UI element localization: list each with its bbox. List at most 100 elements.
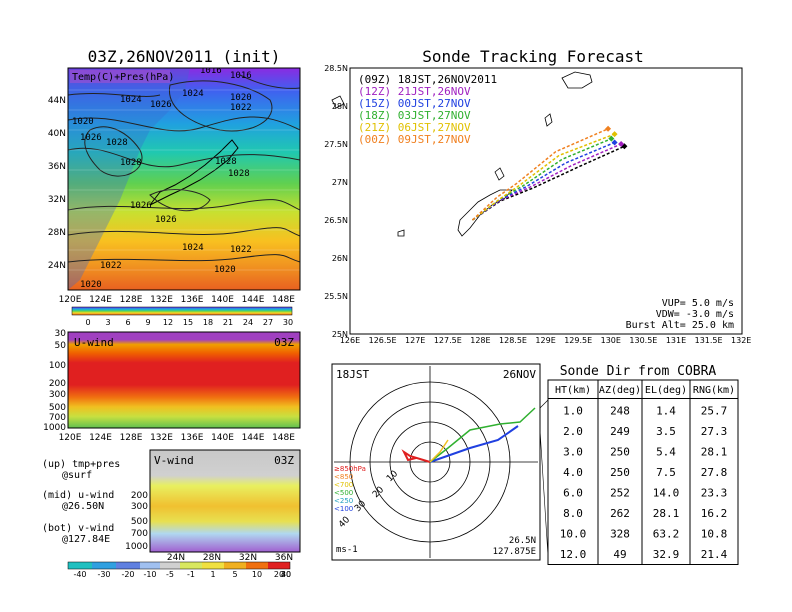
track-lat-label: 26.5N — [324, 216, 348, 225]
uwind-x-label: 120E — [59, 433, 82, 443]
landing-marker — [605, 125, 612, 132]
track-line — [472, 133, 615, 221]
isobar-label: 1026 — [155, 215, 177, 225]
island-outline — [397, 229, 405, 237]
island-outline — [544, 113, 553, 127]
table-cell: 4.0 — [563, 466, 583, 479]
colorbar-tick-label: 18 — [203, 318, 213, 327]
colorbar-tick-label: 40 — [281, 570, 291, 579]
isobar-label: 1016 — [230, 71, 252, 81]
island-outline — [494, 167, 505, 181]
uwind-x-label: 128E — [120, 433, 143, 443]
land-mass — [68, 68, 190, 290]
map-lat-label: 28N — [48, 228, 66, 238]
table-cell: 12.0 — [560, 548, 587, 561]
table-cell: 328 — [610, 528, 630, 541]
landing-marker — [618, 141, 625, 147]
hodograph-mid2 — [429, 407, 536, 463]
colorbar-tick-label: 3 — [105, 318, 110, 327]
isobar-label: 1026 — [130, 201, 152, 211]
uwind-y-label: 200 — [49, 379, 66, 389]
uwind-y-label: 100 — [49, 361, 66, 371]
map-lat-label: 24N — [48, 261, 66, 271]
track-lat-label: 26N — [332, 254, 348, 263]
colorbar-tick-label: -1 — [187, 570, 195, 579]
isobar-label: 1020 — [72, 117, 94, 127]
map-variable-label: Temp(C)+Pres(hPa) — [72, 72, 174, 83]
track-line — [472, 141, 615, 221]
colorbar-tick-label: 27 — [263, 318, 273, 327]
table-cell: 262 — [610, 507, 630, 520]
note-line: @surf — [62, 470, 92, 481]
legend-entry: (15Z) 00JST,27NOV — [358, 97, 471, 110]
note-line: (bot) v-wind — [42, 523, 114, 534]
uwind-x-label: 148E — [272, 433, 295, 443]
uwind-y-label: 300 — [49, 390, 66, 400]
uwind-y-label: 30 — [55, 329, 67, 339]
table-cell: 23.3 — [701, 487, 728, 500]
island-outline — [457, 189, 513, 237]
track-lat-label: 27N — [332, 178, 348, 187]
track-lon-label: 131.5E — [695, 336, 723, 345]
table-cell: 63.2 — [653, 528, 680, 541]
track-lon-label: 127E — [405, 336, 425, 345]
param-line: Burst Alt= 25.0 km — [626, 320, 734, 331]
colorbar-tick-label: -5 — [166, 570, 174, 579]
main-title: 03Z,26NOV2011 (init) — [88, 47, 281, 66]
isobar-label: 1024 — [182, 89, 204, 99]
temp-pressure-map: 1016 1016 1024 1026 1024 1020 1020 1022 … — [48, 66, 301, 327]
vwind-x-label: 36N — [275, 553, 293, 563]
colorbar-tick-label: -10 — [143, 570, 156, 579]
map-lat-label: 36N — [48, 162, 66, 172]
isobar-label: 1016 — [200, 66, 222, 76]
uwind-y-label: 1000 — [43, 423, 66, 433]
table-cell: 3.0 — [563, 446, 583, 459]
vwind-title: V-wind — [154, 454, 194, 467]
uwind-title: U-wind — [74, 336, 114, 349]
track-lon-label: 129E — [535, 336, 555, 345]
map-lon-label: 140E — [211, 295, 234, 305]
table-header: HT(km) — [555, 385, 591, 396]
colorbar-tick-label: 24 — [243, 318, 253, 327]
isobar-label: 1024 — [182, 243, 204, 253]
vwind-x-label: 32N — [239, 553, 257, 563]
polar-lon: 127.875E — [493, 547, 536, 557]
polar-legend-entry: <700 — [334, 481, 353, 489]
tracking-panel: Sonde Tracking Forecast 28.5N 28N 27.5N 27N… — [324, 47, 751, 345]
isobar-label: 1022 — [100, 261, 122, 271]
uwind-x-label: 144E — [242, 433, 265, 443]
isobar-label: 1024 — [120, 95, 142, 105]
isobar-label: 1028 — [120, 158, 142, 168]
uwind-x-label: 140E — [211, 433, 234, 443]
uwind-x-label: 136E — [181, 433, 204, 443]
table-cell: 250 — [610, 466, 630, 479]
map-lon-label: 136E — [181, 295, 204, 305]
table-cell: 10.0 — [560, 528, 587, 541]
vwind-y-label: 700 — [131, 529, 148, 539]
colorbar-tick-label: 5 — [232, 570, 237, 579]
colorbar-tick-label: 0 — [85, 318, 90, 327]
legend-entry: (21Z) 06JST,27NOV — [358, 121, 471, 134]
table-cell: 1.0 — [563, 405, 583, 418]
polar-unit: ms-1 — [336, 545, 358, 555]
uwind-y-label: 50 — [55, 341, 67, 351]
polar-time: 18JST — [336, 368, 369, 381]
polar-legend-entry: <500 — [334, 489, 353, 497]
track-lon-label: 131E — [666, 336, 686, 345]
polar-date: 26NOV — [503, 368, 536, 381]
polar-legend-entry: <850 — [334, 473, 353, 481]
isobar-label: 1026 — [80, 133, 102, 143]
track-lon-label: 127.5E — [434, 336, 462, 345]
uwind-y-label: 500 — [49, 403, 66, 413]
table-cell: 25.7 — [701, 405, 728, 418]
legend-entry: (00Z) 09JST,27NOV — [358, 133, 471, 146]
colorbar-tick-label: 12 — [163, 318, 173, 327]
polar-legend-entry: ≥850hPa — [334, 465, 366, 473]
table-title: Sonde Dir from COBRA — [560, 364, 717, 379]
map-lat-label: 44N — [48, 96, 66, 106]
vwind-time: 03Z — [274, 454, 294, 467]
